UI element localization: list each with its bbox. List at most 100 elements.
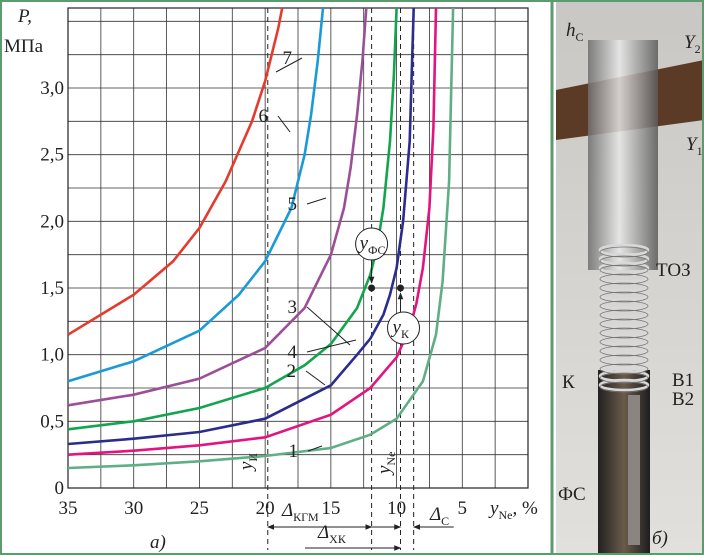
annotation-label-main: y [391, 317, 402, 338]
photo-label-main: К [562, 372, 575, 393]
annotation-label: yИ [236, 453, 260, 472]
curve [67, 7, 455, 470]
photo [556, 0, 704, 555]
annotation-label-sub: И [246, 453, 260, 462]
annotation-label-sub: С [441, 514, 449, 528]
x-tick-label: 10 [387, 498, 406, 519]
plot-border [67, 7, 529, 489]
panel-label: а) [150, 532, 166, 553]
photo-label-sub: 2 [695, 42, 701, 56]
label-circle [355, 227, 389, 261]
y-tick-label: 0,5 [40, 411, 64, 432]
y-tick-label: 3,0 [40, 78, 64, 99]
curve-label: 7 [283, 48, 293, 69]
curve-label: 4 [288, 342, 298, 363]
photo-label-sub: 1 [697, 144, 703, 158]
photo-label-main: ФС [558, 484, 586, 505]
y-tick-label: 1,0 [40, 345, 64, 366]
y-tick-label: 2,5 [40, 145, 64, 166]
annotation-label-main: Δ [429, 504, 441, 525]
tube [588, 40, 658, 270]
coil-ring-shade [599, 381, 649, 393]
photo-label: Y1 [686, 134, 703, 158]
photo-label: Y2 [684, 32, 701, 56]
panel-label: б) [652, 528, 668, 549]
annotation-label-sub: ХК [329, 532, 347, 546]
y-tick-label: 1,5 [40, 278, 64, 299]
coil-ring-shade [599, 336, 649, 348]
label-circle [387, 311, 421, 345]
y-axis-label: МПа [4, 36, 44, 57]
leader [306, 339, 357, 353]
coil-ring [598, 378, 650, 392]
point [397, 284, 405, 292]
y-tick-label: 0 [55, 478, 65, 499]
coil-ring-shade [599, 300, 649, 312]
coil-ring-shade [599, 345, 649, 357]
x-axis-label-sub: Ne [498, 508, 512, 522]
curve [67, 7, 284, 336]
annotation-label-main: Δ [281, 500, 293, 521]
x-axis-label-main: y [488, 498, 499, 519]
annotation-label-sub: ФС [368, 243, 385, 257]
curve [67, 7, 325, 383]
leader [307, 445, 323, 452]
x-tick-label: 25 [190, 498, 209, 519]
leader [306, 197, 327, 205]
annotation-label-sub: КГМ [293, 510, 319, 524]
photo-label: ТОЗ [656, 260, 691, 281]
photo-label: hС [566, 20, 584, 44]
coil-ring-shade [599, 327, 649, 339]
leader [275, 57, 303, 73]
curve [67, 7, 368, 407]
curve [67, 7, 415, 446]
pipe [628, 395, 640, 545]
photo-label: ФС [558, 484, 586, 505]
annotation-label-sub: Ne [384, 452, 398, 466]
photo-label-main: В2 [672, 389, 694, 410]
leader [277, 115, 291, 133]
annotation-label: ΔКГМ [281, 500, 319, 524]
curve [67, 7, 398, 431]
photo-label: В1 [672, 370, 694, 391]
photo-label-main: Y [686, 134, 699, 155]
annotation-label: yК [391, 317, 410, 341]
annotation-label: yФС [358, 233, 386, 257]
curve-label: 2 [287, 361, 297, 382]
cylinder [598, 370, 650, 555]
coil-ring-shade [599, 309, 649, 321]
coil-ring-shade [599, 273, 649, 285]
x-tick-label: 35 [59, 498, 78, 519]
photo-label-main: В1 [672, 370, 694, 391]
x-axis-label-suffix: , % [512, 498, 538, 519]
curve-label: 5 [288, 194, 298, 215]
curve [67, 7, 438, 456]
coil-ring-shade [599, 291, 649, 303]
x-tick-label: 30 [124, 498, 143, 519]
annotation-label-main: y [374, 465, 395, 476]
annotation-label-main: y [236, 461, 257, 472]
y-axis-label: P, [17, 6, 32, 27]
annotation-label: ΔХК [317, 522, 347, 546]
annotation-label: yNe [374, 452, 398, 476]
photo-label-main: ТОЗ [656, 260, 691, 281]
photo-label-main: h [566, 20, 576, 41]
photo-label-sub: С [576, 30, 584, 44]
photo-label: В2 [672, 389, 694, 410]
annotation-label-main: y [358, 233, 369, 254]
photo-label: К [562, 372, 575, 393]
annotation-label: ΔС [429, 504, 449, 528]
x-tick-label: 15 [321, 498, 340, 519]
photo-label-main: Y [684, 32, 697, 53]
coil-ring-shade [599, 354, 649, 366]
x-tick-label: 20 [256, 498, 275, 519]
plot: 35 30 25 20 15 10 500,51,01,52,02,53,0P,МПаyNe… [4, 6, 538, 553]
x-tick-label: 5 [458, 498, 468, 519]
curve-label: 6 [259, 106, 269, 127]
curve-label: 1 [289, 441, 299, 462]
coil-ring-shade [599, 318, 649, 330]
leader [305, 370, 326, 386]
coil [598, 243, 650, 393]
coil-ring-shade [599, 372, 649, 384]
